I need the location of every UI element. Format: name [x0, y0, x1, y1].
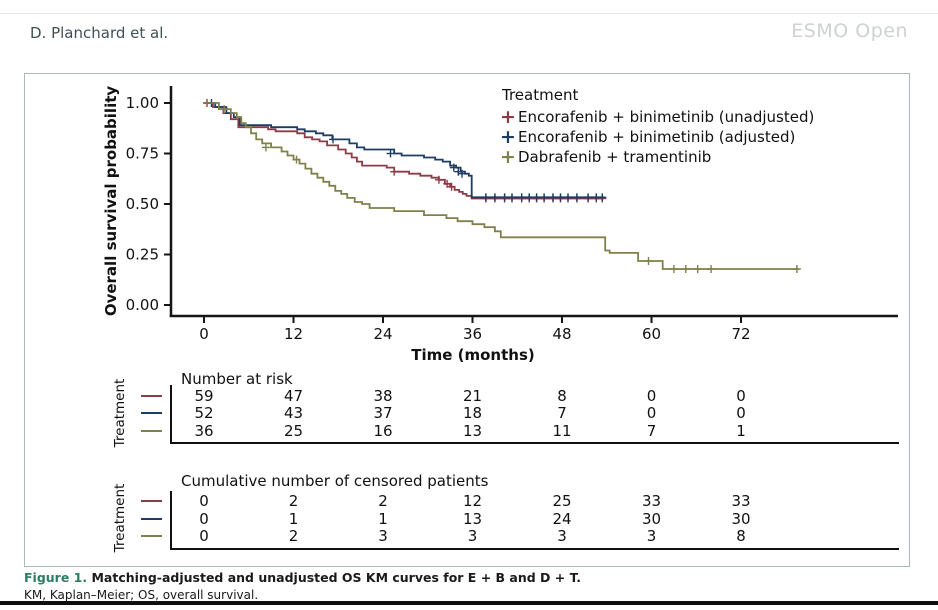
risk-cell: 7	[646, 421, 657, 440]
risk-cell: 52	[194, 404, 214, 422]
risk-cell: 16	[373, 421, 393, 440]
legend-title: Treatment	[502, 86, 579, 104]
risk-cell: 0	[736, 404, 746, 422]
risk-cell: 21	[462, 386, 483, 405]
top-rule	[0, 13, 938, 14]
censored-left-line	[170, 491, 172, 548]
censored-bottom-line	[170, 548, 899, 550]
x-tick-label: 36	[463, 325, 482, 343]
censored-cell: 2	[288, 491, 299, 510]
risk-cell: 8	[557, 386, 567, 405]
risk-cell: 11	[552, 421, 572, 440]
risk-cell: 43	[283, 404, 304, 422]
legend-plus-icon: +	[500, 126, 516, 148]
censored-cell: 33	[731, 491, 751, 510]
km-curve-2	[204, 102, 800, 270]
censored-cell: 25	[552, 491, 572, 510]
legend-item-2: + Dabrafenib + tramentinib	[498, 147, 814, 167]
censored-cell: 1	[288, 509, 299, 528]
censored-cell: 33	[641, 491, 662, 510]
risk-cell: 47	[283, 386, 304, 405]
x-tick-label: 24	[373, 325, 392, 343]
risk-cell: 1	[736, 421, 746, 440]
x-tick-label: 72	[731, 325, 750, 343]
legend-plus-icon: +	[500, 106, 516, 128]
y-axis-label: Overall survival probability	[102, 85, 120, 317]
y-tick-label: 0.75	[126, 145, 159, 163]
risk-cell: 0	[646, 386, 657, 405]
risk-cell: 13	[462, 421, 483, 440]
censored-cell: 2	[288, 527, 299, 545]
figure-panel: 1.00 0.75 0.50 0.25 0.00 0 12 24 36 48 60 72 Overal…	[24, 73, 910, 567]
censored-cell: 3	[378, 527, 388, 545]
risk-table-title: Number at risk	[181, 370, 293, 388]
legend-item-0: + Encorafenib + binimetinib (unadjusted)	[498, 107, 814, 127]
y-tick-label: 1.00	[126, 94, 159, 112]
censored-cell: 30	[731, 509, 751, 528]
author-line: D. Planchard et al.	[30, 24, 169, 42]
legend-label: Encorafenib + binimetinib (unadjusted)	[518, 108, 815, 126]
risk-cell: 37	[373, 404, 393, 422]
censored-cell: 8	[736, 527, 746, 545]
censored-row-axis-label: Treatment	[112, 483, 128, 553]
journal-name: ESMO Open	[791, 20, 908, 42]
x-tick-label: 48	[552, 325, 571, 343]
risk-cell: 59	[194, 386, 214, 405]
censored-cell: 0	[199, 509, 209, 528]
risk-bottom-line	[170, 442, 899, 444]
censored-cell: 3	[467, 527, 478, 545]
risk-cell: 25	[283, 421, 304, 440]
censored-cell: 0	[199, 491, 209, 510]
risk-cell: 36	[194, 421, 214, 440]
censored-cell: 1	[378, 509, 388, 528]
legend-item-1: + Encorafenib + binimetinib (adjusted)	[498, 127, 814, 147]
legend-label: Encorafenib + binimetinib (adjusted)	[518, 128, 796, 146]
risk-row-marker	[141, 394, 162, 397]
risk-cell: 0	[646, 404, 657, 422]
x-tick-label: 0	[199, 325, 209, 343]
x-tick-label: 60	[642, 325, 661, 343]
censored-cell: 24	[552, 509, 572, 528]
caption-title: Matching-adjusted and unadjusted OS KM c…	[91, 570, 581, 585]
risk-row-marker	[141, 429, 162, 432]
caption-line: Figure 1. Matching-adjusted and unadjust…	[24, 570, 904, 585]
caption-footnote: KM, Kaplan–Meier; OS, overall survival.	[24, 588, 259, 602]
censored-row-marker	[141, 517, 162, 520]
risk-cell: 7	[557, 404, 567, 422]
risk-cell: 0	[736, 386, 746, 405]
x-tick-label: 12	[284, 325, 303, 343]
risk-left-line	[170, 385, 172, 442]
x-axis-label: Time (months)	[411, 346, 535, 364]
y-tick-label: 0.25	[126, 246, 159, 264]
censored-row-marker	[141, 535, 162, 537]
figure-number: Figure 1.	[24, 570, 88, 585]
legend: Treatment + Encorafenib + binimetinib (un…	[498, 86, 814, 167]
figure-caption: Figure 1. Matching-adjusted and unadjust…	[24, 570, 904, 602]
km-plot: 1.00 0.75 0.50 0.25 0.00 0 12 24 36 48 60 72	[126, 86, 898, 343]
legend-label: Dabrafenib + tramentinib	[518, 148, 712, 166]
legend-plus-icon: +	[500, 146, 516, 168]
legend-rows: + Encorafenib + binimetinib (unadjusted) +…	[498, 107, 814, 167]
y-tick-label: 0.00	[126, 296, 159, 314]
censored-table-title: Cumulative number of censored patients	[181, 472, 489, 490]
censored-cell: 30	[641, 509, 662, 528]
risk-row-marker	[141, 412, 162, 414]
censored-cell: 13	[462, 509, 483, 528]
censored-row-marker	[141, 499, 162, 502]
risk-cell: 18	[462, 404, 483, 422]
risk-cell: 38	[373, 386, 393, 405]
censored-cell: 3	[557, 527, 567, 545]
censored-cell: 3	[646, 527, 657, 545]
censored-cell: 2	[378, 491, 388, 510]
censored-cell: 0	[199, 527, 209, 545]
y-tick-label: 0.50	[126, 195, 159, 213]
censored-cell: 12	[462, 491, 483, 510]
bottom-rule	[0, 601, 938, 605]
risk-row-axis-label: Treatment	[112, 378, 128, 448]
